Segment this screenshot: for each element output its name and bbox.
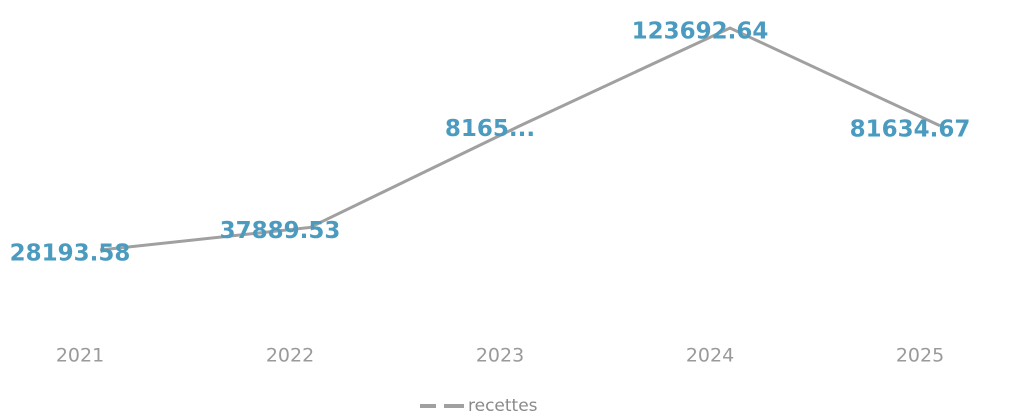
data-label: 8165... bbox=[445, 116, 535, 142]
line bbox=[99, 26, 941, 252]
data-label: 81634.67 bbox=[850, 116, 971, 142]
x-tick-label: 2022 bbox=[266, 345, 314, 367]
data-label: 37889.53 bbox=[220, 218, 341, 244]
legend-label: recettes bbox=[468, 396, 538, 416]
x-tick-label: 2024 bbox=[686, 345, 734, 367]
x-tick-label: 2023 bbox=[476, 345, 524, 367]
data-label: 123692.64 bbox=[632, 19, 769, 45]
x-tick-label: 2021 bbox=[56, 345, 104, 367]
x-tick-label: 2025 bbox=[896, 345, 944, 367]
data-label: 28193.58 bbox=[10, 241, 131, 267]
